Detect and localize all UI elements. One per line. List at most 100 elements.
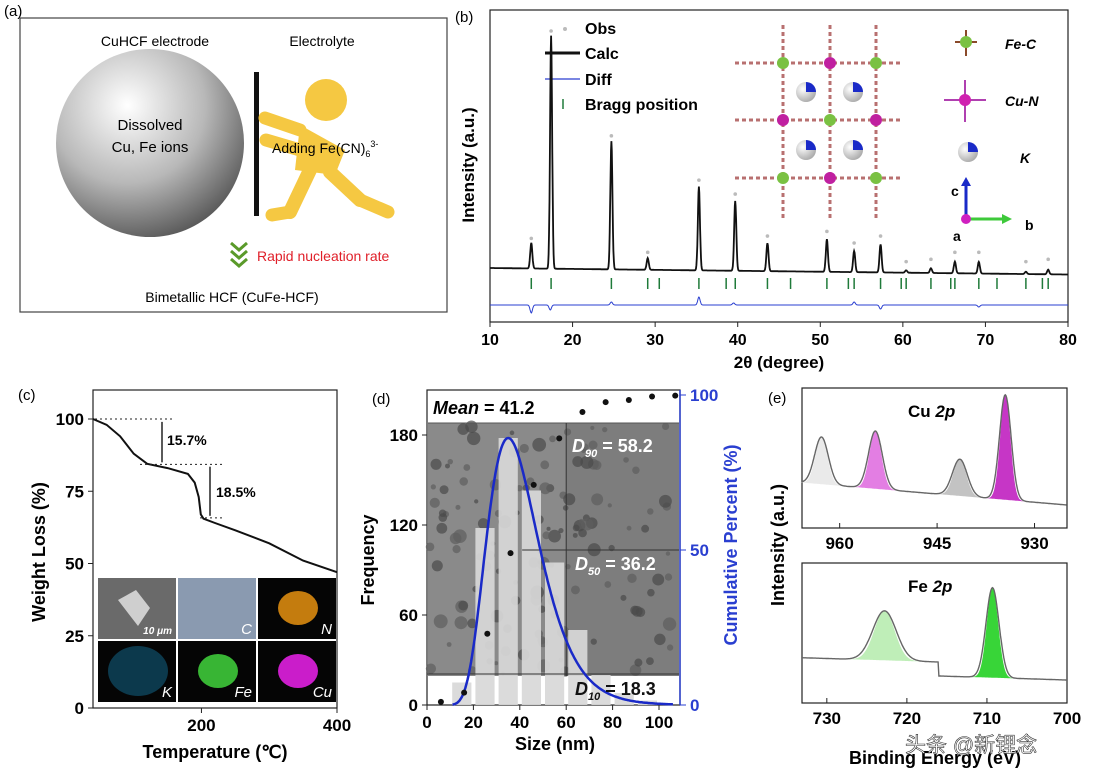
d-annotation: D90 = 58.2 xyxy=(572,436,653,460)
x-tick-label: 960 xyxy=(825,534,853,553)
x-tick-label: 720 xyxy=(893,709,921,728)
d-subscript: 90 xyxy=(585,448,598,460)
fitted-peak xyxy=(976,394,1034,503)
axis-a-label: a xyxy=(953,228,961,244)
mean-label: Mean xyxy=(433,398,479,418)
nanoparticle xyxy=(425,542,435,552)
legend-obs-marker xyxy=(563,27,567,31)
cumulative-point xyxy=(649,393,656,400)
obs-point xyxy=(1046,257,1050,262)
nanoparticle xyxy=(634,658,643,667)
nanoparticle xyxy=(649,564,655,570)
eds-label: 10 μm xyxy=(143,626,172,637)
cumulative-point xyxy=(672,392,679,399)
x-tick-label: 80 xyxy=(1059,332,1077,349)
interface-bar xyxy=(254,72,259,216)
nanoparticle xyxy=(646,657,654,666)
sphere-text-2: Cu, Fe ions xyxy=(112,139,189,156)
x-tick-label: 20 xyxy=(564,332,582,349)
obs-point xyxy=(1024,259,1028,264)
y-tick-label: 25 xyxy=(65,627,84,646)
cu-2p-title: Cu 2p xyxy=(908,402,955,421)
legend-fe-c: Fe-C xyxy=(1005,36,1037,52)
nanoparticle xyxy=(563,428,572,436)
nanoparticle xyxy=(439,485,449,495)
eds-signal xyxy=(198,654,238,688)
structure-legend: Fe-C Cu-N K c b a xyxy=(944,30,1039,244)
cumulative-point xyxy=(556,435,563,442)
nanoparticle xyxy=(572,532,578,538)
panel-b-label: (b) xyxy=(455,9,473,26)
nanoparticle xyxy=(562,505,569,511)
eds-label: Cu xyxy=(313,684,333,701)
panel-e: (e) Cu 2p Fe 2p Intensity (a.u.) Binding… xyxy=(768,387,1081,768)
fe-atom xyxy=(777,57,789,69)
fe-2p-axes xyxy=(801,562,1068,704)
adding-text: Adding Fe(CN)63- xyxy=(272,139,378,159)
cumulative-point xyxy=(625,396,632,403)
nanoparticle xyxy=(590,638,597,645)
eds-label: Fe xyxy=(234,684,252,701)
x-tick-label: 945 xyxy=(923,534,951,553)
nanoparticle xyxy=(458,600,469,611)
nanoparticle xyxy=(429,497,440,508)
cu-2p-axes xyxy=(801,387,1068,529)
fit-curve xyxy=(452,436,673,706)
k-ion-sector xyxy=(853,140,863,150)
adding-text-main: Adding Fe(CN) xyxy=(272,140,365,156)
particle-image xyxy=(118,590,150,626)
nanoparticle xyxy=(431,560,443,572)
nanoparticle xyxy=(627,573,637,584)
cu-atom xyxy=(824,172,836,184)
y-tick-label: 0 xyxy=(409,696,418,715)
panel-b-axes xyxy=(489,9,1069,323)
nanoparticle xyxy=(558,527,564,534)
electrode-sphere xyxy=(56,49,244,237)
nanoparticle xyxy=(445,463,450,469)
fitted-peak xyxy=(923,459,997,499)
d-annotation: D50 = 36.2 xyxy=(575,554,656,578)
nanoparticle xyxy=(454,616,468,630)
x-tick-label: 50 xyxy=(811,332,829,349)
obs-point xyxy=(645,250,650,255)
y-tick-label: 120 xyxy=(390,516,418,535)
fitted-peak xyxy=(841,431,910,492)
cu-atom xyxy=(824,57,836,69)
eds-label: C xyxy=(241,621,252,638)
histogram-bar xyxy=(521,490,541,705)
legend-calc: Calc xyxy=(585,46,619,63)
diff-line xyxy=(490,296,1068,314)
legend-cu-n: Cu-N xyxy=(1005,93,1039,109)
nanoparticle xyxy=(604,581,612,588)
obs-point xyxy=(697,178,701,182)
panel-a: (a) CuHCF electrode Electrolyte Dissolve… xyxy=(4,3,448,313)
eds-label: N xyxy=(321,621,332,638)
eds-map-tile xyxy=(98,641,176,702)
y-tick-label: 75 xyxy=(65,482,84,501)
panel-c-ylabel: Weight Loss (%) xyxy=(29,482,49,622)
chevron-down-icon xyxy=(230,241,248,268)
nanoparticle xyxy=(467,618,478,629)
obs-point xyxy=(904,259,908,264)
product-text: Bimetallic HCF (CuFe-HCF) xyxy=(145,289,318,305)
mean-value: = 41.2 xyxy=(479,398,535,418)
y-tick-label: 60 xyxy=(399,606,418,625)
obs-point xyxy=(878,234,883,238)
nanoparticle xyxy=(494,661,499,666)
cu-2p-orbital: 2p xyxy=(934,402,955,421)
cumulative-point xyxy=(530,481,537,488)
nanoparticle xyxy=(588,440,598,450)
d-value: = 18.3 xyxy=(600,679,656,699)
nanoparticle xyxy=(626,525,632,531)
legend-k: K xyxy=(1020,150,1031,166)
nanoparticle xyxy=(631,605,643,617)
obs-point xyxy=(765,234,770,238)
cumulative-point xyxy=(461,689,468,696)
y2-tick-label: 100 xyxy=(690,386,718,405)
d-letter: D xyxy=(575,679,588,699)
nucleation-text: Rapid nucleation rate xyxy=(257,248,390,264)
d-value: = 58.2 xyxy=(597,436,653,456)
nanoparticle xyxy=(623,457,629,463)
nanoparticle xyxy=(463,464,471,471)
panel-e-ylabel: Intensity (a.u.) xyxy=(768,484,788,606)
